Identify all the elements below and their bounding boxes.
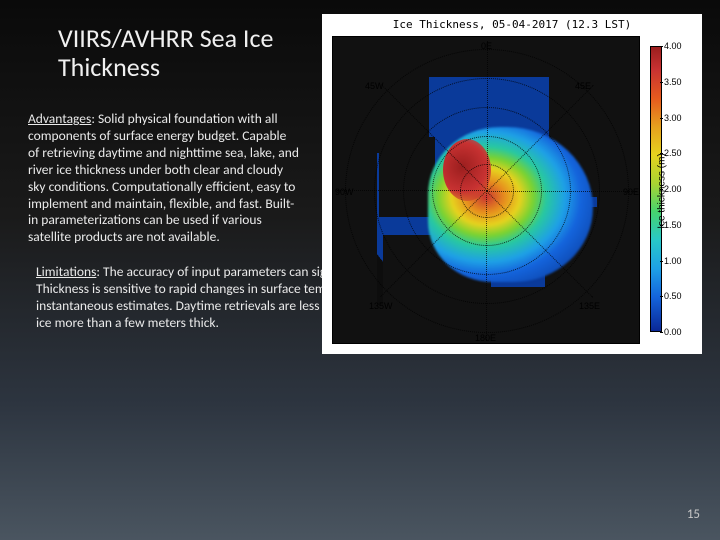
colorbar-tick: 1.50 xyxy=(664,220,682,230)
ice-thickness-figure: Ice Thickness, 05-04-2017 (12.3 LST) 45E… xyxy=(322,14,702,354)
advantages-text: Advantages: Solid physical foundation wi… xyxy=(28,111,300,246)
colorbar-tick: 0.50 xyxy=(664,291,682,301)
land-patch xyxy=(379,137,435,217)
colorbar: Ice thickness (m) 4.003.503.002.502.001.… xyxy=(644,42,692,340)
slide: VIIRS/AVHRR Sea Ice Thickness Advantages… xyxy=(0,0,720,540)
page-number: 15 xyxy=(687,507,700,522)
lon-label: 180E xyxy=(475,333,496,343)
advantages-label: Advantages xyxy=(28,110,91,127)
colorbar-tick: 3.00 xyxy=(664,113,682,123)
ice-thick-hotspot xyxy=(443,139,491,201)
lon-label: 135E xyxy=(579,301,600,311)
polar-map: 45E 90E 135E 180E 135W 90W 45W 0E xyxy=(332,36,640,344)
advantages-block: Advantages: Solid physical foundation wi… xyxy=(28,111,308,246)
limitations-label: Limitations xyxy=(36,263,96,280)
slide-title: VIIRS/AVHRR Sea Ice Thickness xyxy=(58,24,298,81)
colorbar-tick: 2.00 xyxy=(664,184,682,194)
advantages-body: : Solid physical foundation with all com… xyxy=(28,110,299,245)
lon-label: 135W xyxy=(369,301,393,311)
colorbar-tick: 4.00 xyxy=(664,41,682,51)
figure-title: Ice Thickness, 05-04-2017 (12.3 LST) xyxy=(322,18,702,31)
lon-label: 45E xyxy=(575,81,591,91)
colorbar-tick: 0.00 xyxy=(664,327,682,337)
lon-label: 90W xyxy=(335,187,354,197)
lon-label: 0E xyxy=(481,41,492,51)
lon-label: 45W xyxy=(365,81,384,91)
lon-label: 90E xyxy=(623,187,639,197)
colorbar-tick: 3.50 xyxy=(664,77,682,87)
colorbar-tick: 1.00 xyxy=(664,256,682,266)
colorbar-tick: 2.50 xyxy=(664,148,682,158)
